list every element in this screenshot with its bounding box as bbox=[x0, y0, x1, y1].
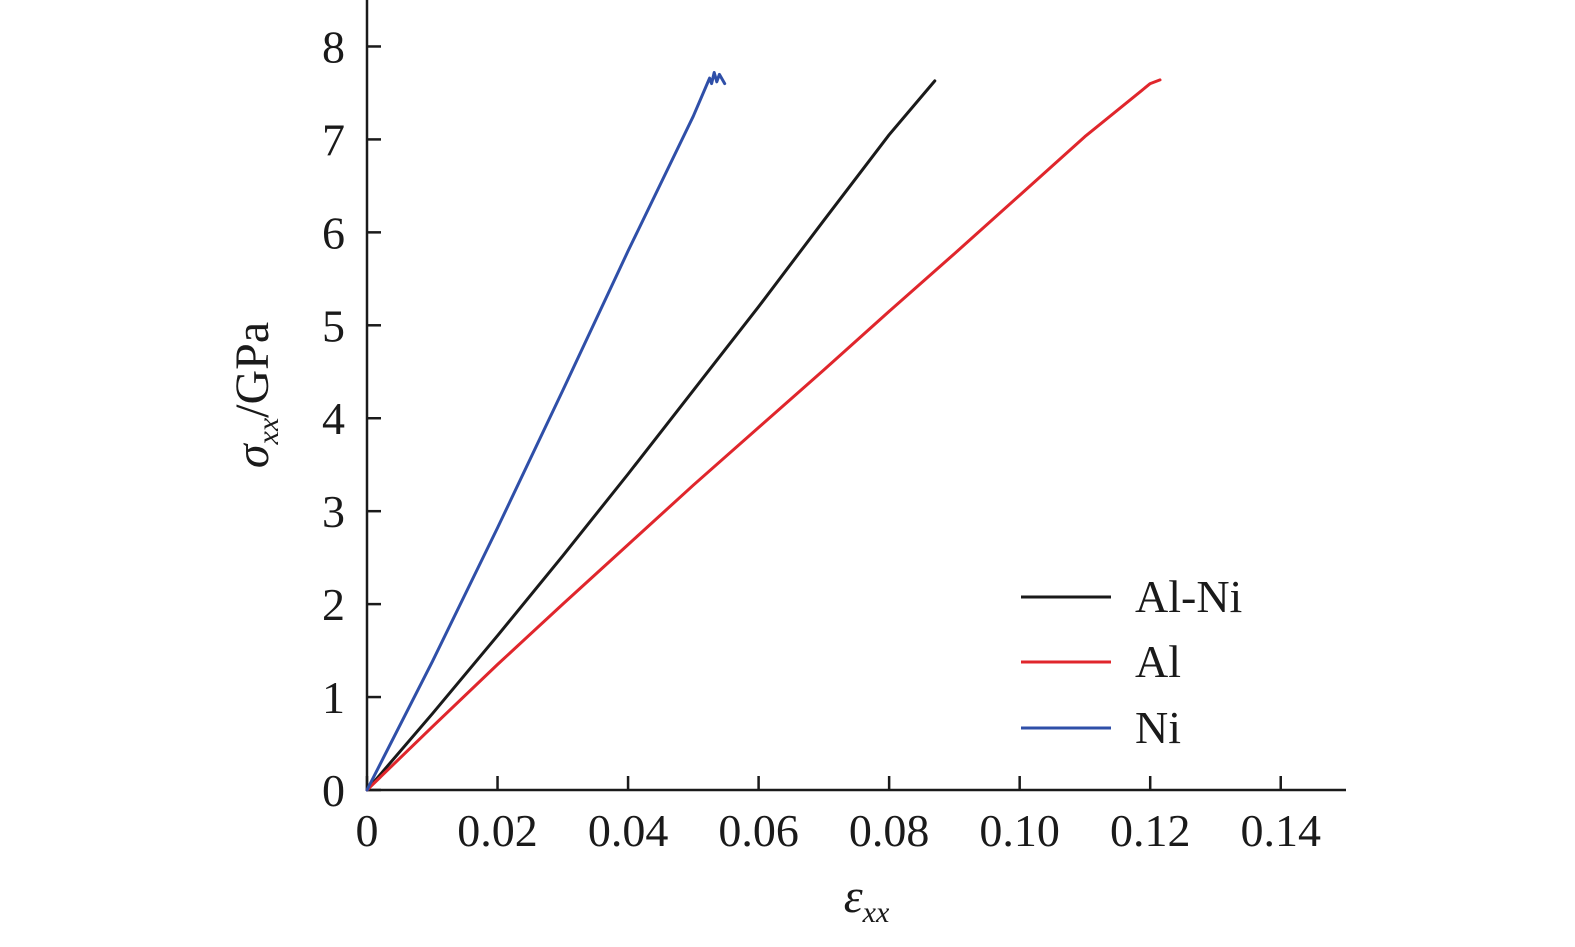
y-axis-label-unit: /GPa bbox=[226, 322, 279, 418]
x-tick-label: 0.14 bbox=[1240, 805, 1321, 856]
series-lines bbox=[365, 71, 1162, 792]
legend: Al-Ni Al Ni bbox=[1021, 571, 1242, 753]
x-tick-label: 0.12 bbox=[1110, 805, 1191, 856]
series-line-al bbox=[365, 78, 1162, 792]
y-tick-label: 0 bbox=[322, 765, 345, 816]
x-ticks: 0 0.02 0.04 0.06 0.08 0.10 0.12 0.14 bbox=[356, 776, 1321, 856]
y-axis-label-subscript: xx bbox=[252, 417, 285, 445]
y-ticks: 0 1 2 3 4 5 6 7 8 bbox=[322, 21, 381, 816]
y-tick-label: 4 bbox=[322, 393, 345, 444]
x-tick-label: 0 bbox=[356, 805, 379, 856]
y-axis-label: σxx/GPa bbox=[226, 322, 285, 468]
y-tick-label: 2 bbox=[322, 579, 345, 630]
x-axis-label-subscript: xx bbox=[862, 896, 890, 929]
x-tick-label: 0.10 bbox=[979, 805, 1060, 856]
x-tick-label: 0.02 bbox=[457, 805, 538, 856]
legend-label-al: Al bbox=[1135, 636, 1181, 687]
x-tick-label: 0.04 bbox=[588, 805, 669, 856]
y-tick-label: 3 bbox=[322, 486, 345, 537]
series-line-ni bbox=[365, 71, 727, 792]
x-axis-label-symbol: ε bbox=[844, 870, 863, 923]
y-axis-label-symbol: σ bbox=[226, 442, 279, 468]
x-tick-label: 0.08 bbox=[849, 805, 930, 856]
x-tick-label: 0.06 bbox=[718, 805, 799, 856]
y-tick-label: 8 bbox=[322, 21, 345, 72]
y-tick-label: 7 bbox=[322, 114, 345, 165]
series-line-al-ni bbox=[365, 79, 937, 792]
x-axis-label: εxx bbox=[844, 870, 890, 929]
axes bbox=[365, 0, 1346, 792]
y-tick-label: 6 bbox=[322, 207, 345, 258]
legend-label-ni: Ni bbox=[1135, 702, 1181, 753]
y-tick-label: 1 bbox=[322, 672, 345, 723]
y-tick-label: 5 bbox=[322, 300, 345, 351]
legend-label-al-ni: Al-Ni bbox=[1135, 571, 1242, 622]
